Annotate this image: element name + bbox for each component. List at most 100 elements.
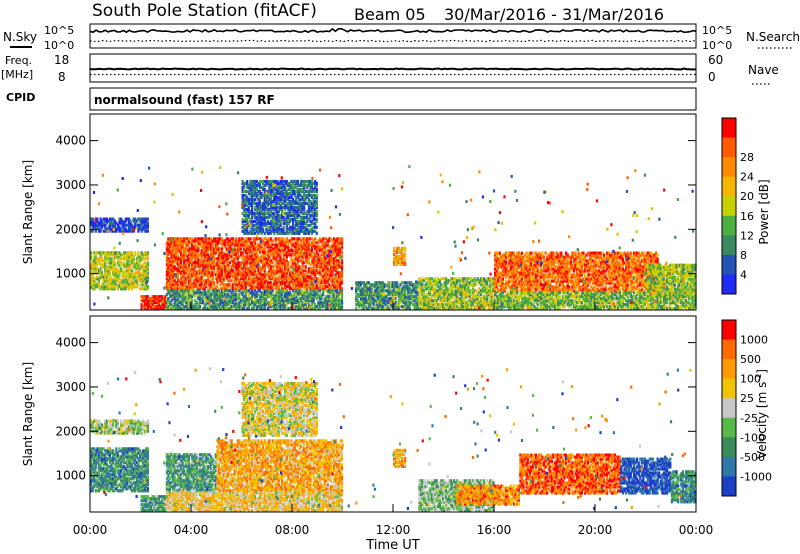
heatmap-cell — [262, 267, 265, 271]
heatmap-cell — [405, 295, 408, 299]
heatmap-cell — [396, 305, 399, 309]
heatmap-cell — [208, 285, 211, 289]
heatmap-cell — [282, 307, 285, 311]
heatmap-cell — [328, 299, 331, 303]
heatmap-cell — [374, 289, 377, 293]
heatmap-cell — [181, 287, 184, 291]
heatmap-cell — [148, 297, 151, 301]
heatmap-cell — [224, 243, 227, 247]
heatmap-cell — [121, 269, 124, 273]
heatmap-cell — [263, 307, 266, 311]
heatmap-cell — [273, 281, 276, 285]
heatmap-cell — [209, 267, 213, 271]
heatmap-cell — [400, 305, 404, 309]
heatmap-cell — [227, 299, 230, 303]
heatmap-cell — [249, 255, 252, 259]
heatmap-cell — [157, 295, 161, 299]
heatmap-cell — [339, 277, 342, 281]
heatmap-cell — [132, 283, 135, 287]
heatmap-cell — [142, 277, 145, 281]
heatmap-cell — [304, 277, 307, 281]
heatmap-cell — [184, 289, 187, 293]
heatmap-cell — [320, 301, 323, 305]
heatmap-cell — [170, 287, 173, 291]
heatmap-cell — [271, 215, 274, 219]
heatmap-cell — [105, 219, 108, 223]
heatmap-cell — [191, 243, 194, 247]
heatmap-cell — [191, 263, 194, 267]
heatmap-cell — [269, 221, 273, 225]
heatmap-cell — [104, 225, 107, 229]
heatmap-cell — [273, 191, 276, 195]
heatmap-cell — [282, 295, 285, 299]
heatmap-cell — [307, 257, 310, 261]
heatmap-cell — [131, 277, 134, 281]
heatmap-cell — [290, 211, 293, 215]
heatmap-cell — [187, 253, 190, 257]
heatmap-cell — [138, 219, 142, 223]
heatmap-cell — [285, 223, 288, 227]
heatmap-cell — [187, 293, 190, 297]
heatmap-cell — [214, 277, 217, 281]
heatmap-cell — [364, 295, 367, 299]
heatmap-cell — [186, 287, 189, 291]
heatmap-cell — [191, 267, 194, 271]
heatmap-cell — [140, 279, 143, 283]
heatmap-cell — [276, 283, 279, 287]
heatmap-cell — [292, 275, 295, 279]
heatmap-cell — [107, 261, 110, 265]
heatmap-cell — [251, 203, 254, 207]
heatmap-cell — [255, 255, 258, 259]
heatmap-cell — [254, 271, 257, 275]
heatmap-cell — [273, 225, 276, 229]
heatmap-cell — [176, 307, 179, 311]
heatmap-cell — [146, 299, 149, 303]
heatmap-cell — [243, 223, 246, 227]
heatmap-cell — [307, 197, 310, 201]
heatmap-cell — [251, 215, 254, 219]
heatmap-cell — [269, 275, 273, 279]
heatmap-cell — [333, 307, 336, 311]
heatmap-cell — [102, 259, 105, 263]
heatmap-cell — [191, 247, 194, 251]
heatmap-cell — [192, 255, 195, 259]
heatmap-cell — [307, 203, 310, 207]
heatmap-cell — [140, 259, 143, 263]
heatmap-cell — [142, 275, 145, 279]
heatmap-cell — [279, 305, 282, 309]
heatmap-cell — [140, 275, 143, 279]
heatmap-cell — [273, 247, 276, 251]
heatmap-cell — [295, 201, 298, 205]
heatmap-cell — [331, 279, 334, 283]
heatmap-cell — [282, 215, 285, 219]
heatmap-cell — [232, 299, 235, 303]
heatmap-cell — [191, 255, 194, 259]
heatmap-cell — [94, 261, 97, 265]
heatmap-cell — [124, 283, 127, 287]
heatmap-cell — [303, 303, 306, 307]
heatmap-cell — [366, 283, 369, 287]
heatmap-cell — [244, 229, 247, 233]
heatmap-cell — [285, 197, 288, 201]
heatmap-cell — [310, 261, 314, 265]
heatmap-cell — [197, 255, 200, 259]
heatmap-cell — [276, 219, 279, 223]
heatmap-cell — [290, 249, 293, 253]
heatmap-cell — [310, 185, 314, 189]
heatmap-cell — [282, 301, 285, 305]
heatmap-cell — [184, 287, 187, 291]
heatmap-cell — [246, 307, 249, 311]
heatmap-cell — [284, 299, 287, 303]
heatmap-cell — [93, 261, 96, 265]
heatmap-cell — [386, 307, 389, 311]
heatmap-cell — [386, 301, 389, 305]
heatmap-cell — [99, 285, 102, 289]
heatmap-cell — [238, 279, 241, 283]
heatmap-cell — [284, 203, 287, 207]
heatmap-cell — [268, 301, 271, 305]
heatmap-cell — [239, 305, 243, 309]
heatmap-cell — [323, 259, 326, 263]
heatmap-cell — [90, 253, 93, 257]
heatmap-cell — [279, 283, 282, 287]
heatmap-cell — [361, 289, 364, 293]
